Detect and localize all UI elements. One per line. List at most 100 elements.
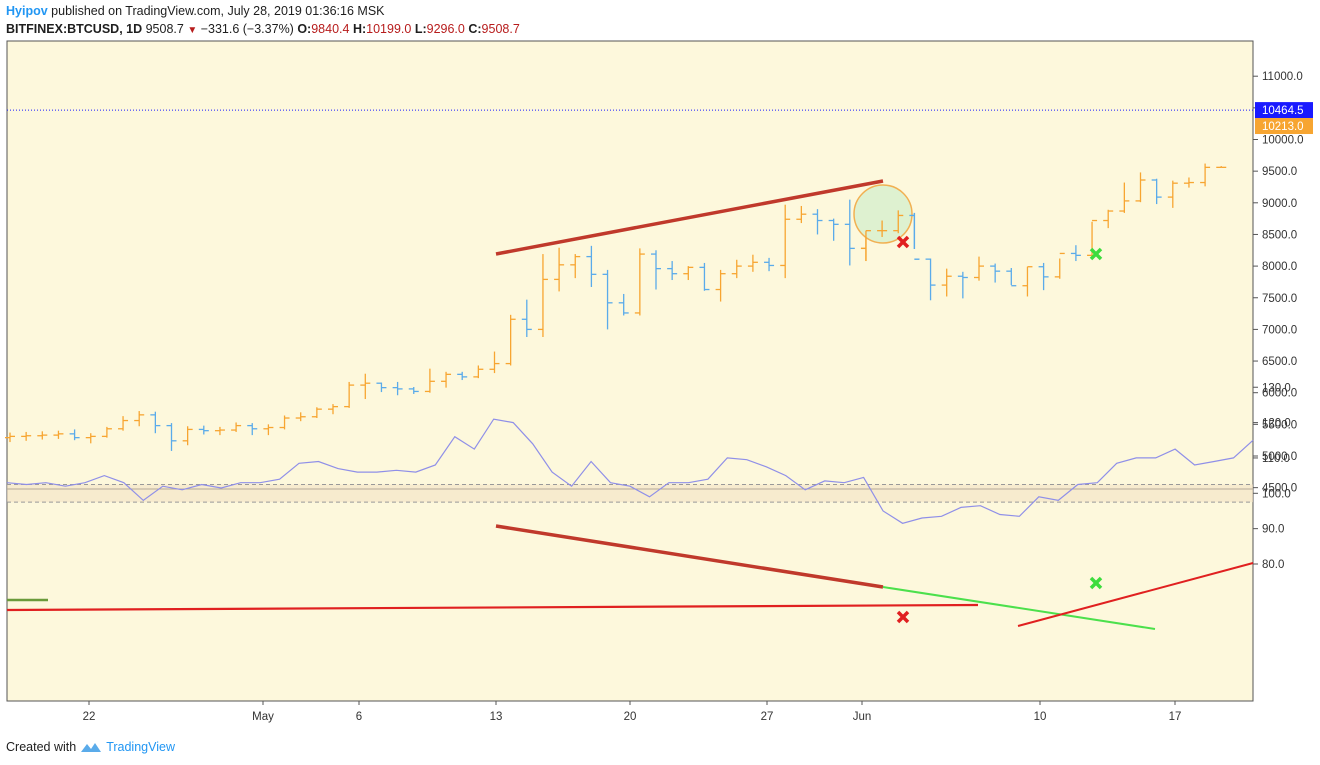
ohlc-bar-highlight [860,230,871,262]
ohlc-bar [683,266,694,281]
ohlc-bar [473,365,484,379]
publish-info: Hyipov published on TradingView.com, Jul… [6,4,385,18]
time-tick-label: 17 [1169,711,1182,723]
ohlc-bar [731,259,742,279]
ohlc-bar [1054,252,1065,279]
ohlc-bar [247,423,258,436]
ohlc-bar [1183,177,1194,188]
ohlc-bar [957,271,968,299]
rsi-band-fill [7,484,1253,503]
ohlc-bar [457,371,468,381]
rsi-tick-label: 80.0 [1262,559,1284,571]
ohlc-bar [505,314,516,366]
price-label-value: 10213.0 [1262,121,1304,133]
rsi-tick-label: 100.0 [1262,488,1291,500]
price-label-box [1255,102,1313,119]
time-tick-label: 20 [624,711,637,723]
ohlc-bar [101,426,112,438]
ohlc-bar [715,269,726,302]
ohlc-bar [925,258,936,301]
ohlc-bar [344,381,355,408]
ohlc-bar [586,245,597,287]
rsi-tick-label: 110.0 [1262,453,1290,465]
price-tick-label: 4500.0 [1262,483,1297,495]
ohlc-bar [974,256,984,281]
ohlc-bar [376,382,387,393]
price-labels: 10464.5 10213.0 [7,102,1313,135]
symbol-info: BITFINEX:BTCUSD, 1D 9508.7 ▼ −331.6 (−3.… [6,22,520,36]
ohlc-bar [182,426,193,446]
high-value: 10199.0 [366,22,412,36]
ohlc-bars [5,163,1227,451]
ohlc-bar [667,261,678,281]
tradingview-link[interactable]: TradingView [106,740,175,754]
high-label: H: [352,22,367,36]
red-cross-icon [896,610,910,624]
rsi-pane [6,488,1254,702]
time-tick-label: 6 [356,711,362,723]
rsi-line [6,418,1254,524]
ohlc-bar [570,254,581,279]
ohlc-bar [441,371,452,388]
ohlc-bar [214,426,225,436]
ohlc-bar [311,407,322,419]
price-tick-label: 6500.0 [1262,356,1297,368]
ohlc-bar [1070,245,1081,262]
ohlc-bar [231,422,242,432]
annotations [6,179,1254,630]
ohlc-bar [1022,266,1033,297]
price-axis: 11000.010500.010000.09500.09000.08500.08… [1253,71,1304,495]
ohlc-bar [812,209,823,235]
ohlc-bar [941,268,952,297]
ohlc-bar [747,254,758,272]
ohlc-bar [1006,267,1017,287]
ohlc-bar [1216,166,1227,169]
green-cross-icon [1089,576,1103,590]
ohlc-bar [279,415,290,430]
ohlc-bar [602,269,613,330]
created-with-text: Created with [6,740,77,754]
price-tick-label: 9500.0 [1262,166,1297,178]
ohlc-bar [360,373,371,400]
ohlc-bar [1151,178,1162,205]
price-tick-label: 6000.0 [1262,388,1297,400]
price-tick-label: 7000.0 [1262,324,1297,336]
time-tick-label: 10 [1034,711,1047,723]
ohlc-bar [554,247,565,292]
ohlc-bar [651,250,661,290]
last-price: 9508.7 [145,22,184,36]
open-label: O: [297,22,312,36]
ohlc-bar [521,299,532,337]
ohlc-bar [489,351,500,374]
open-value: 9840.4 [311,22,350,36]
time-tick-label: 13 [490,711,503,723]
rsi-tick-label: 130.0 [1262,382,1291,394]
price-pane [6,40,1254,490]
ohlc-bar [618,293,629,316]
ohlc-bar-highlight [893,210,904,234]
close-value: 9508.7 [481,22,520,36]
rsi-tick-label: 90.0 [1262,524,1284,536]
price-tick-label: 9000.0 [1262,198,1297,210]
author-link[interactable]: Hyipov [6,4,48,18]
ohlc-bar [424,368,435,393]
ohlc-bar-highlight [877,220,888,237]
ohlc-bar [1038,262,1049,291]
ohlc-bar [118,416,129,431]
low-value: 9296.0 [426,22,465,36]
ohlc-bar [1200,163,1211,187]
price-tick-label: 5500.0 [1262,419,1297,431]
footer: Created with TradingView [6,740,175,754]
ohlc-bar [166,423,177,451]
rsi-axis: 130.0 120.0 110.0 100.0 90.0 80.0 [1253,382,1291,571]
ohlc-bar [392,381,403,396]
tradingview-logo-icon [81,743,102,752]
ohlc-bar [198,425,209,435]
chart-canvas[interactable]: 11000.010500.010000.09500.09000.08500.08… [0,0,1320,740]
ohlc-bar [150,411,161,434]
price-tick-label: 5000.0 [1262,451,1297,463]
ohlc-bar [295,412,306,422]
rsi-series [6,418,1254,524]
ohlc-bar [408,387,419,394]
time-axis: 22 May 6 13 20 27 Jun 10 17 [83,701,1182,723]
